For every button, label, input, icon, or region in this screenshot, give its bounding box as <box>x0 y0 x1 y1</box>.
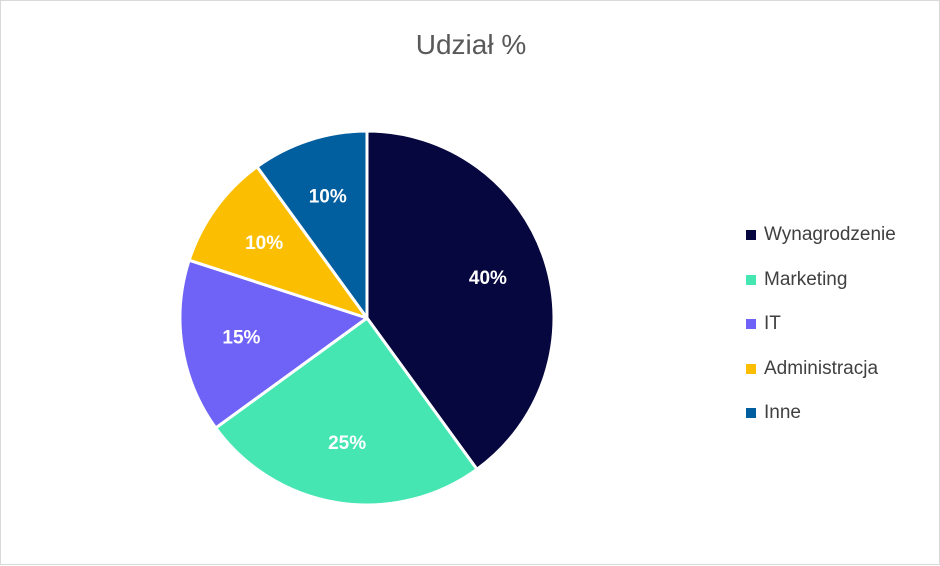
legend-label: Inne <box>764 402 801 424</box>
data-label-it: 15% <box>222 327 260 348</box>
legend-swatch <box>746 408 756 419</box>
legend-item-inne: Inne <box>746 391 896 436</box>
legend-swatch <box>746 319 756 330</box>
pie-slice-inne <box>255 129 369 320</box>
pie-slice-marketing <box>214 316 479 507</box>
pie-slice-it <box>178 258 369 430</box>
legend-label: Administracja <box>764 357 879 379</box>
legend-label: Wynagrodzenie <box>764 224 896 246</box>
data-label-wynagrodzenie: 40% <box>469 268 507 289</box>
pie-slice-wynagrodzenie <box>365 129 556 471</box>
chart-title: Udział % <box>415 29 527 60</box>
legend-item-wynagrodzenie: Wynagrodzenie <box>746 213 896 258</box>
legend-swatch <box>746 230 756 241</box>
legend-swatch <box>746 274 756 285</box>
legend-item-marketing: Marketing <box>746 258 896 303</box>
legend-label: IT <box>764 313 781 335</box>
legend: Wynagrodzenie Marketing IT Administracja Inn… <box>746 213 896 436</box>
pie-slice-administracja <box>187 165 369 320</box>
data-label-administracja: 10% <box>245 233 283 254</box>
legend-swatch <box>746 363 756 374</box>
legend-item-administracja: Administracja <box>746 347 896 392</box>
legend-label: Marketing <box>764 268 848 290</box>
data-label-marketing: 25% <box>328 433 366 454</box>
legend-item-it: IT <box>746 302 896 347</box>
data-label-inne: 10% <box>309 187 347 208</box>
